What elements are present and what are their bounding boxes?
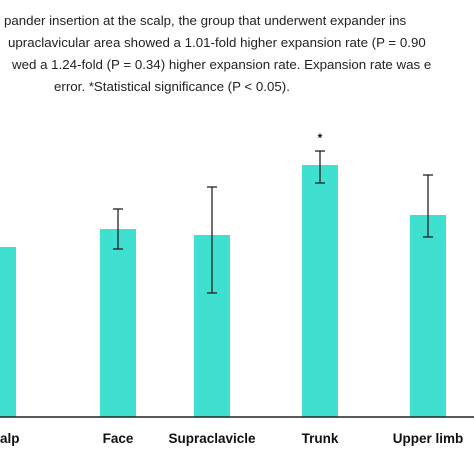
error-bar bbox=[207, 186, 217, 294]
x-tick-label: Upper limb bbox=[393, 431, 464, 446]
x-tick-label: Supraclavicle bbox=[168, 431, 256, 446]
bar bbox=[0, 247, 16, 417]
caption-line: pander insertion at the scalp, the group… bbox=[4, 13, 407, 28]
caption-line: wed a 1.24-fold (P = 0.34) higher expans… bbox=[12, 57, 432, 72]
caption-line: error. *Statistical significance (P < 0.… bbox=[54, 79, 290, 94]
significance-marker: * bbox=[318, 131, 323, 145]
x-tick-label: alp bbox=[0, 431, 20, 446]
x-tick-label: Face bbox=[103, 431, 134, 446]
bar bbox=[302, 165, 338, 417]
bar bbox=[100, 229, 136, 417]
caption-line: upraclavicular area showed a 1.01-fold h… bbox=[8, 35, 426, 50]
error-bar bbox=[315, 150, 325, 184]
error-bar bbox=[113, 208, 123, 250]
figure-caption: pander insertion at the scalp, the group… bbox=[0, 10, 474, 98]
x-tick-label: Trunk bbox=[302, 431, 339, 446]
bar bbox=[410, 215, 446, 417]
error-bar bbox=[423, 174, 433, 238]
